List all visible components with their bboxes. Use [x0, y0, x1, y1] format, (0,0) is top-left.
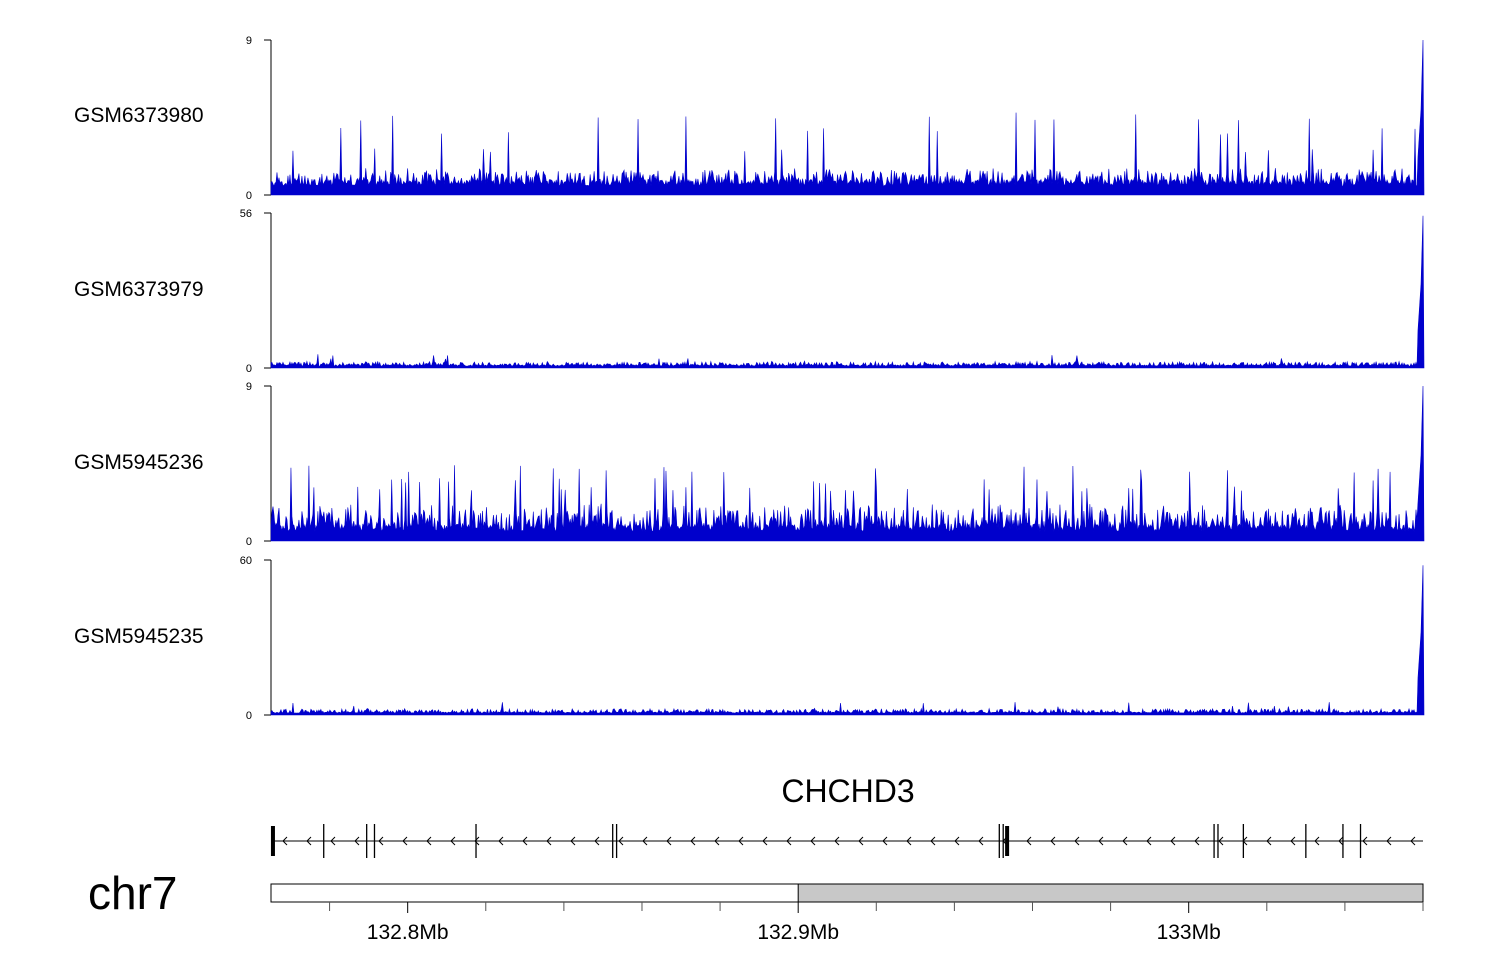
track-2: 56 0: [240, 208, 1425, 375]
signal-area: [270, 565, 1425, 716]
strand-chevron: [522, 836, 528, 846]
strand-chevron: [1314, 836, 1320, 846]
strand-chevron: [1098, 836, 1104, 846]
track-4: 60 0: [240, 555, 1425, 722]
strand-chevron: [1194, 836, 1200, 846]
strand-chevron: [738, 836, 744, 846]
strand-chevron: [498, 836, 504, 846]
exon: [1342, 824, 1344, 858]
exon: [615, 824, 618, 858]
strand-chevron: [1338, 836, 1344, 846]
strand-chevron: [786, 836, 792, 846]
strand-chevron: [1218, 836, 1224, 846]
gene-model: CHCHD3: [270, 773, 1423, 858]
exon: [1242, 824, 1245, 858]
track-label-1: GSM6373980: [74, 104, 204, 127]
strand-chevron: [402, 836, 408, 846]
strand-chevron: [282, 836, 288, 846]
exon: [612, 824, 614, 858]
y-tick-label-max: 60: [240, 555, 252, 567]
strand-chevron: [330, 836, 336, 846]
highlight-region: [797, 883, 1424, 903]
strand-chevron: [354, 836, 360, 846]
strand-chevron: [1266, 836, 1272, 846]
strand-chevron: [930, 836, 936, 846]
y-tick-label-min: 0: [246, 536, 252, 548]
strand-chevron: [690, 836, 696, 846]
track-3: 90: [246, 381, 1425, 548]
exon: [270, 826, 275, 856]
exon: [475, 824, 477, 858]
exon: [366, 824, 368, 858]
strand-chevron: [378, 836, 384, 846]
strand-chevron: [1146, 836, 1152, 846]
x-tick-label: 133Mb: [1157, 921, 1221, 944]
strand-chevron: [642, 836, 648, 846]
strand-chevron: [1170, 836, 1176, 846]
strand-chevron: [714, 836, 720, 846]
strand-chevron: [570, 836, 576, 846]
y-tick-label-max: 56: [240, 208, 252, 220]
strand-chevron: [594, 836, 600, 846]
strand-chevron: [882, 836, 888, 846]
exon: [998, 824, 1000, 858]
exon: [323, 824, 325, 858]
exon: [1305, 824, 1307, 858]
strand-chevron: [1290, 836, 1296, 846]
strand-chevron: [474, 836, 480, 846]
strand-chevron: [1122, 836, 1128, 846]
signal-area: [270, 39, 1425, 196]
track-1: 90: [246, 35, 1425, 202]
y-tick-label-min: 0: [246, 363, 252, 375]
strand-chevron: [1410, 836, 1416, 846]
strand-chevron: [810, 836, 816, 846]
chromosome-label: chr7: [88, 867, 178, 919]
exon: [1213, 824, 1215, 858]
y-tick-label-max: 9: [246, 35, 252, 47]
strand-chevron: [834, 836, 840, 846]
strand-chevron: [618, 836, 624, 846]
y-tick-label-min: 0: [246, 710, 252, 722]
strand-chevron: [1074, 836, 1080, 846]
strand-chevron: [762, 836, 768, 846]
strand-chevron: [546, 836, 552, 846]
track-label-4: GSM5945235: [74, 625, 204, 648]
strand-chevron: [1386, 836, 1392, 846]
strand-chevron: [306, 836, 312, 846]
strand-chevron: [1362, 836, 1368, 846]
y-tick-label-max: 9: [246, 381, 252, 393]
signal-area: [270, 215, 1425, 369]
track-label-2: GSM6373979: [74, 278, 204, 301]
strand-chevron: [1050, 836, 1056, 846]
strand-chevron: [450, 836, 456, 846]
track-label-3: GSM5945236: [74, 451, 204, 474]
y-tick-label-min: 0: [246, 190, 252, 202]
genomic-axis: 132.8Mb 132.9Mb 133Mb: [270, 883, 1424, 944]
strand-chevron: [1026, 836, 1032, 846]
gene-name-label: CHCHD3: [781, 773, 914, 809]
signal-area: [270, 385, 1425, 542]
exon: [373, 824, 376, 858]
strand-chevron: [978, 836, 984, 846]
strand-chevron: [426, 836, 432, 846]
exon: [1217, 824, 1219, 858]
exon: [1359, 824, 1362, 858]
exon: [1002, 824, 1004, 858]
strand-chevron: [858, 836, 864, 846]
strand-chevron: [954, 836, 960, 846]
strand-chevron: [666, 836, 672, 846]
x-tick-label: 132.8Mb: [367, 921, 449, 944]
strand-chevron: [906, 836, 912, 846]
exon: [1005, 826, 1010, 856]
x-tick-label: 132.9Mb: [757, 921, 839, 944]
